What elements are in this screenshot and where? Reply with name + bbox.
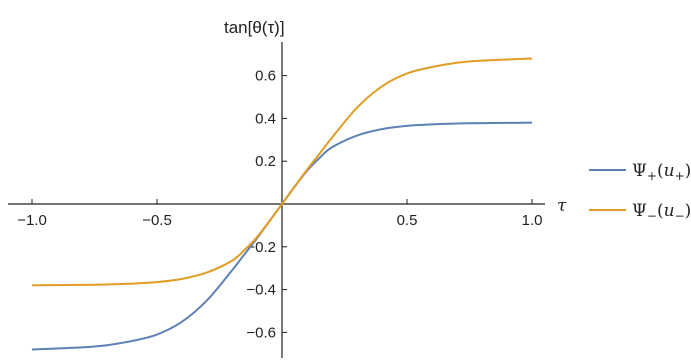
- series-psi-minus-line: [31, 57, 533, 287]
- y-tick-label: 0.4: [255, 110, 276, 127]
- y-tick-label: −0.6: [246, 324, 276, 341]
- y-tick-label: 0.2: [255, 153, 276, 170]
- y-tick-label: −0.4: [246, 282, 276, 299]
- legend: Ψ+(u+) Ψ−(u−): [589, 161, 691, 223]
- x-axis-label: τ: [557, 196, 567, 216]
- legend-label-psi-minus: Ψ−(u−): [632, 201, 691, 223]
- y-axis-label: tan[θ(τ)]: [224, 18, 285, 37]
- ticks: −1.0 −0.5 0.5 1.0−0.6−0.4−0.20.20.40.6: [17, 68, 542, 342]
- curves: [31, 57, 533, 351]
- x-tick-label: 0.5: [397, 212, 418, 229]
- x-tick-label: −0.5: [142, 212, 172, 229]
- legend-label-psi-plus: Ψ+(u+): [632, 161, 691, 183]
- x-tick-label: −1.0: [17, 212, 47, 229]
- y-tick-label: 0.6: [255, 68, 276, 85]
- legend-item-psi-minus: Ψ−(u−): [589, 201, 691, 223]
- x-tick-label: 1.0: [522, 212, 543, 229]
- axes: [8, 42, 545, 358]
- legend-item-psi-plus: Ψ+(u+): [589, 161, 691, 183]
